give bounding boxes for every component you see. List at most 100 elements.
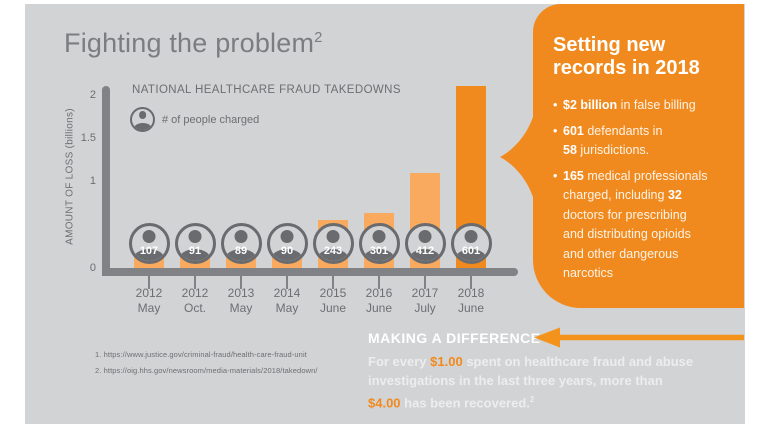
text-segment: jurisdictions. bbox=[576, 143, 650, 157]
x-label-year: 2013 bbox=[227, 286, 255, 300]
text-segment: $4.00 bbox=[368, 395, 401, 411]
people-charged-count: 91 bbox=[188, 245, 202, 257]
x-axis-line bbox=[102, 268, 518, 276]
text-segment: doctors for prescribing bbox=[563, 207, 687, 222]
person-icon-head bbox=[418, 229, 432, 243]
y-tick-label: 2 bbox=[89, 88, 96, 101]
x-tick-label: 2014 May bbox=[257, 286, 317, 316]
text-segment: medical professionals bbox=[583, 168, 708, 183]
y-tick-label: 1.5 bbox=[80, 132, 96, 144]
text-segment: 2 bbox=[529, 395, 535, 404]
x-tick-mark bbox=[148, 276, 150, 289]
person-icon: 601 bbox=[450, 223, 492, 264]
text-segment: $2 billion bbox=[563, 98, 618, 112]
person-icon-body bbox=[454, 249, 488, 261]
chart-legend: # of people charged bbox=[130, 107, 259, 132]
person-icon-body bbox=[224, 249, 258, 261]
x-label-year: 2012 bbox=[135, 286, 163, 300]
people-charged-count: 89 bbox=[234, 245, 248, 257]
x-tick-mark bbox=[286, 276, 288, 289]
making-a-difference-heading: MAKING A DIFFERENCE bbox=[368, 330, 541, 346]
text-segment: $1.00 bbox=[430, 354, 463, 369]
x-label-month: June bbox=[365, 301, 393, 315]
x-tick-mark bbox=[424, 276, 426, 289]
text-segment: and other dangerous bbox=[563, 246, 679, 261]
text-segment: investigations in the last three years, … bbox=[368, 373, 663, 388]
x-label-year: 2014 bbox=[273, 286, 301, 300]
person-icon: 90 bbox=[266, 223, 308, 264]
people-charged-count: 243 bbox=[323, 245, 343, 257]
person-icon-head bbox=[280, 229, 294, 243]
person-icon-body bbox=[132, 249, 166, 261]
people-charged-count: 601 bbox=[461, 245, 481, 257]
bullet-dot: • bbox=[553, 168, 558, 183]
speech-pointer-icon bbox=[500, 114, 534, 200]
x-tick-label: 2013 May bbox=[211, 286, 271, 316]
page-title: Fighting the problem2 bbox=[64, 28, 323, 59]
text-segment: and distributing opioids bbox=[563, 227, 691, 241]
person-icon-head bbox=[142, 229, 156, 243]
x-tick-label: 2015 June bbox=[303, 286, 363, 316]
panel-bullet-item: • $2 billion in false billing bbox=[553, 96, 735, 116]
panel-bullet-list: • $2 billion in false billing • 601 defenda… bbox=[553, 96, 735, 290]
x-tick-label: 2012 Oct. bbox=[165, 286, 225, 316]
x-label-month: Oct. bbox=[183, 301, 206, 315]
person-icon-head bbox=[372, 229, 386, 243]
person-icon: 412 bbox=[404, 223, 446, 264]
title-footnote-ref: 2 bbox=[314, 30, 323, 46]
text-segment: 32 bbox=[667, 188, 682, 202]
arrow-left-icon bbox=[534, 327, 744, 348]
footnote-line: 1. https://www.justice.gov/criminal-frau… bbox=[95, 350, 307, 359]
bullet-dot: • bbox=[553, 123, 558, 138]
person-icon-body bbox=[132, 122, 153, 130]
person-icon-body bbox=[178, 249, 212, 261]
chart-title: NATIONAL HEALTHCARE FRAUD TAKEDOWNS bbox=[132, 84, 401, 96]
x-label-year: 2016 bbox=[365, 286, 393, 300]
x-label-year: 2018 bbox=[457, 286, 485, 300]
x-label-year: 2017 bbox=[411, 286, 439, 300]
x-tick-mark bbox=[470, 276, 472, 289]
person-icon-body bbox=[362, 249, 396, 261]
text-segment: 601 bbox=[563, 123, 584, 138]
text-segment: charged, including bbox=[563, 188, 668, 202]
panel-heading: Setting new records in 2018 bbox=[553, 34, 728, 80]
y-tick-label: 0 bbox=[89, 262, 96, 274]
person-icon-head bbox=[138, 111, 147, 120]
text-segment: defendants in bbox=[583, 123, 663, 138]
x-label-month: June bbox=[319, 301, 347, 315]
text-segment: has been recovered. bbox=[400, 395, 530, 411]
making-a-difference-body: For every $1.00 spent on healthcare frau… bbox=[368, 352, 708, 412]
x-tick-label: 2018 June bbox=[441, 286, 501, 316]
x-tick-mark bbox=[194, 276, 196, 289]
page-title-text: Fighting the problem bbox=[64, 28, 315, 58]
panel-bullet-item: • 165 medical professionals charged, inclu… bbox=[553, 167, 735, 284]
x-label-month: June bbox=[457, 301, 485, 315]
x-label-month: May bbox=[229, 301, 253, 315]
person-icon-body bbox=[270, 249, 304, 261]
text-segment: 165 bbox=[563, 168, 584, 183]
footnotes: 1. https://www.justice.gov/criminal-frau… bbox=[95, 347, 318, 379]
person-icon: 243 bbox=[312, 223, 354, 264]
text-segment: 58 bbox=[563, 143, 577, 157]
x-tick-label: 2017 July bbox=[395, 286, 455, 316]
person-icon-head bbox=[326, 229, 340, 243]
person-icon: 89 bbox=[220, 223, 262, 264]
legend-label: # of people charged bbox=[162, 113, 260, 126]
text-segment: For every bbox=[368, 354, 431, 369]
panel-heading-line: Setting new bbox=[553, 34, 666, 56]
text-segment: in false billing bbox=[617, 98, 696, 112]
x-label-month: July bbox=[414, 301, 436, 315]
people-charged-count: 412 bbox=[415, 245, 435, 257]
y-tick-label: 1 bbox=[89, 175, 96, 188]
x-tick-label: 2012 May bbox=[119, 286, 179, 316]
person-icon-head bbox=[234, 229, 248, 243]
person-icon-head bbox=[464, 229, 478, 243]
x-label-year: 2012 bbox=[181, 286, 209, 300]
x-label-month: May bbox=[275, 301, 299, 315]
x-tick-label: 2016 June bbox=[349, 286, 409, 316]
x-label-month: May bbox=[137, 301, 161, 315]
person-icon bbox=[130, 107, 155, 132]
callout-panel: Setting new records in 2018 • $2 billion i… bbox=[500, 4, 744, 308]
panel-bullet-item: • 601 defendants in 58 jurisdictions. bbox=[553, 122, 735, 161]
